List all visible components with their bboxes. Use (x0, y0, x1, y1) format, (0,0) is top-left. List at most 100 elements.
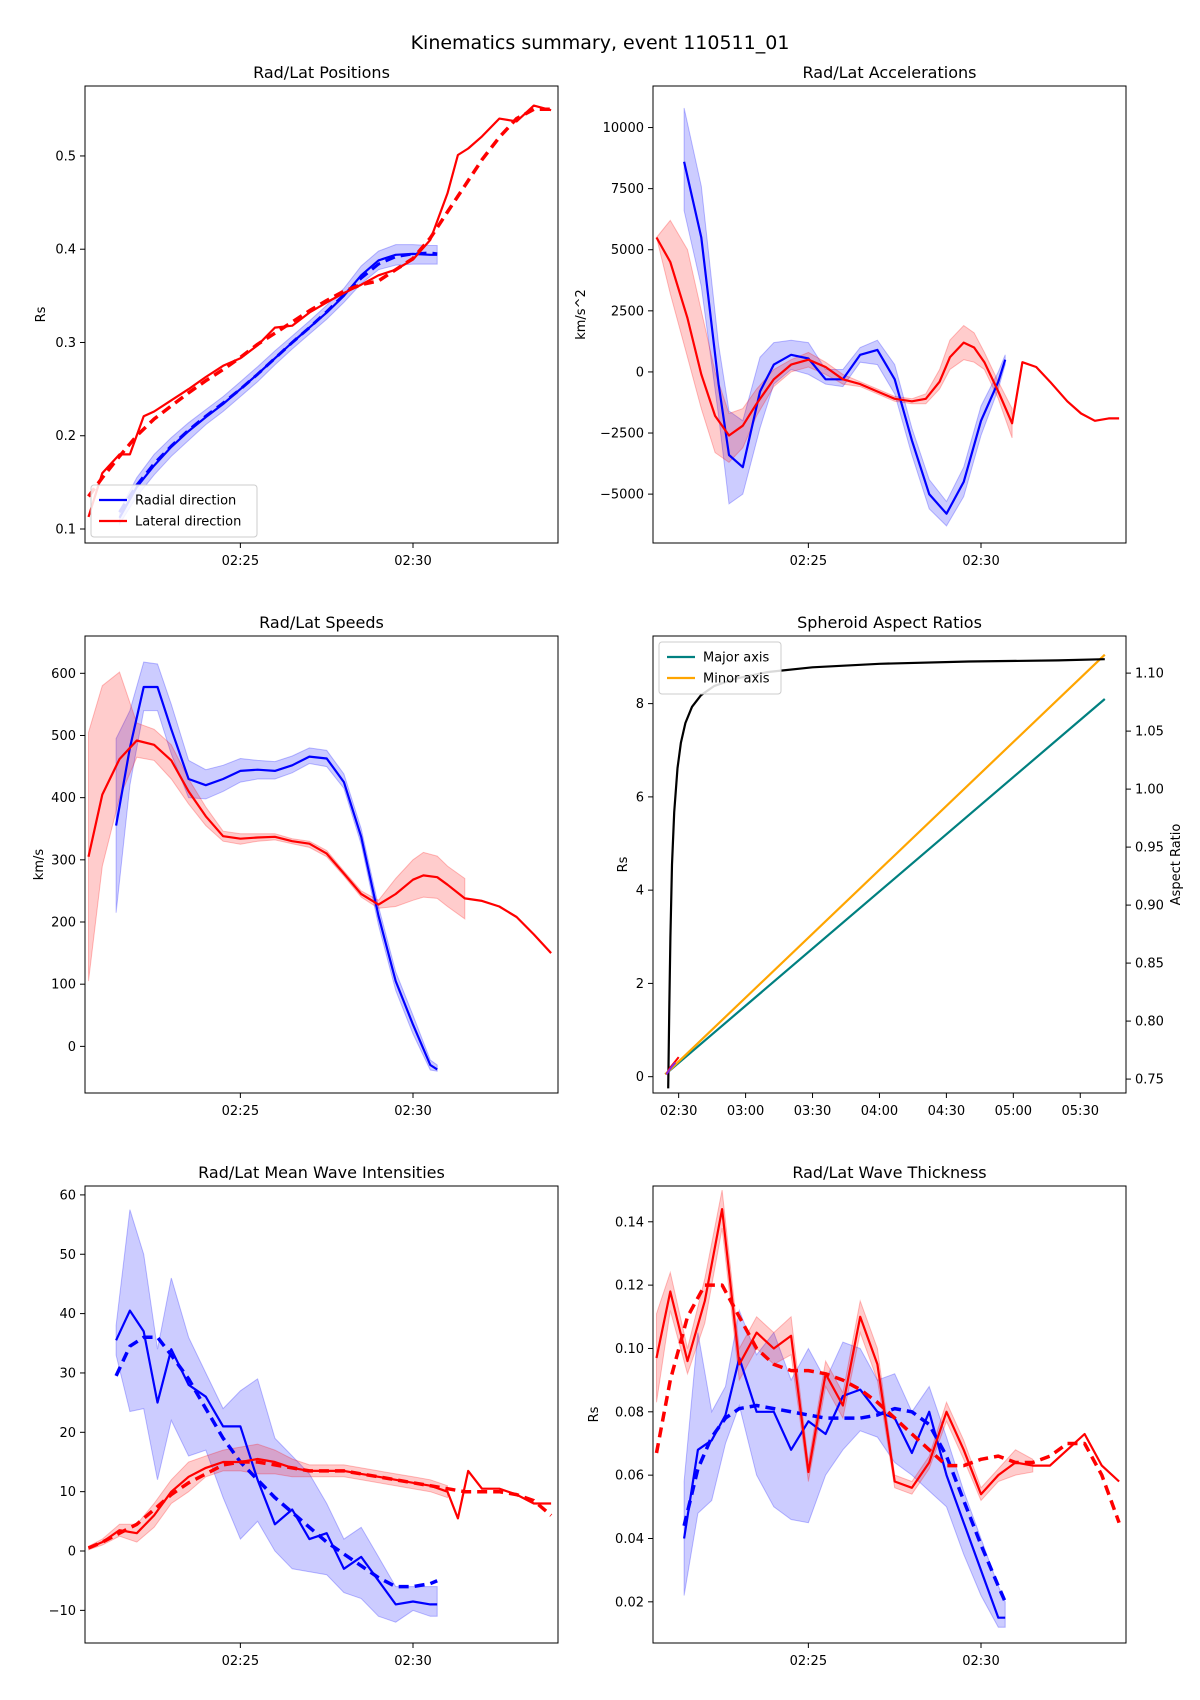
y-right-tick-label: 0.75 (1135, 1073, 1164, 1088)
y-tick-label: 500 (51, 729, 76, 744)
series-line (655, 1207, 1120, 1496)
y-right-tick-label: 1.00 (1135, 783, 1164, 798)
y-tick-label: 100 (51, 978, 76, 993)
series-line (115, 685, 438, 1071)
panel-positions: Rad/Lat Positions 02:25 02:30 0.1 0.2 0.3 0.4 0… (34, 63, 559, 569)
y-tick-label: 0.06 (615, 1469, 644, 1484)
y-axis-label: Rs (616, 856, 631, 872)
axes-frame (84, 85, 559, 544)
series-line (683, 1356, 1006, 1619)
panel-thickness: Rad/Lat Wave Thickness 02:25 02:30 0.02 0.04… (587, 1163, 1127, 1669)
legend: Major axis Minor axis (658, 641, 782, 695)
panel-accelerations: Rad/Lat Accelerations 02:25 02:30 −5000 −250… (574, 63, 1127, 569)
series-line (118, 251, 438, 514)
y-axis-label: Rs (587, 1406, 602, 1422)
x-tick-label: 02:25 (222, 1104, 259, 1119)
y-right-tick-label: 1.05 (1135, 725, 1164, 740)
x-tick-label: 02:25 (790, 1654, 827, 1669)
y-tick-label: 30 (59, 1366, 76, 1381)
uncertainty-band (683, 107, 1006, 527)
axes-frame (652, 85, 1127, 544)
figure-title: Kinematics summary, event 110511_01 (411, 32, 790, 54)
legend-box (90, 484, 258, 538)
panel-title: Spheroid Aspect Ratios (797, 613, 982, 632)
x-tick-label: 02:25 (222, 554, 259, 569)
y-tick-label: 10000 (603, 121, 644, 136)
y-tick-label: 8 (636, 697, 644, 712)
uncertainty-band (115, 1209, 438, 1623)
uncertainty-band (119, 244, 438, 527)
legend-label: Radial direction (135, 494, 236, 509)
legend: Radial direction Lateral direction (90, 484, 258, 538)
panel-spheroid: Spheroid Aspect Ratios 02:30 03:00 03:30 04:… (616, 613, 1184, 1119)
legend-label: Major axis (703, 651, 769, 666)
y-tick-label: 400 (51, 791, 76, 806)
y-tick-label: −5000 (600, 488, 644, 503)
y-right-tick-label: 0.90 (1135, 899, 1164, 914)
series-line (665, 1062, 677, 1075)
panel-title: Rad/Lat Positions (253, 63, 390, 82)
x-tick-label: 02:30 (394, 554, 431, 569)
y-right-tick-label: 0.80 (1135, 1015, 1164, 1030)
x-tick-label: 02:30 (394, 1654, 431, 1669)
y-axis-label: km/s (32, 849, 47, 881)
y-tick-label: 5000 (611, 243, 644, 258)
uncertainty-band (88, 1443, 448, 1551)
series-line (115, 1309, 438, 1606)
y-tick-label: 0.10 (615, 1342, 644, 1357)
panel-speeds: Rad/Lat Speeds 02:25 02:30 0 100 200 300 400 500… (32, 613, 559, 1119)
panel-title: Rad/Lat Mean Wave Intensities (198, 1163, 445, 1182)
y-right-axis-label: Aspect Ratio (1169, 824, 1184, 906)
y-tick-label: 40 (59, 1307, 76, 1322)
series-line (118, 252, 438, 519)
y-axis-label: km/s^2 (574, 289, 589, 340)
y-right-tick-label: 0.95 (1135, 841, 1164, 856)
y-tick-label: 0.2 (55, 429, 76, 444)
plot-area (87, 104, 552, 527)
series-line (667, 658, 1105, 1089)
legend-box (658, 641, 782, 695)
legend-label: Lateral direction (135, 515, 241, 530)
y-tick-label: 0.04 (615, 1532, 644, 1547)
uncertainty-band (115, 661, 438, 1072)
y-tick-label: 0.14 (615, 1215, 644, 1230)
y-tick-label: 0.08 (615, 1405, 644, 1420)
series-line (114, 1335, 438, 1589)
y-tick-label: 7500 (611, 182, 644, 197)
x-tick-label: 02:30 (962, 554, 999, 569)
x-tick-label: 05:30 (1062, 1104, 1099, 1119)
y-tick-label: 0 (68, 1545, 76, 1560)
y-right-tick-label: 0.85 (1135, 957, 1164, 972)
y-tick-label: 50 (59, 1248, 76, 1263)
uncertainty-band (88, 671, 466, 982)
y-tick-label: 0.5 (55, 149, 76, 164)
axes-frame (84, 1185, 559, 1644)
y-tick-label: 300 (51, 853, 76, 868)
series-line (87, 104, 552, 518)
y-tick-label: 0.3 (55, 336, 76, 351)
x-tick-label: 04:00 (861, 1104, 898, 1119)
axes-frame (84, 635, 559, 1094)
y-tick-label: 0 (68, 1040, 76, 1055)
plot-area (87, 1209, 553, 1623)
panel-title: Rad/Lat Accelerations (803, 63, 977, 82)
uncertainty-band (683, 1308, 1006, 1628)
y-tick-label: 0.4 (55, 243, 76, 258)
x-tick-label: 02:30 (660, 1104, 697, 1119)
panel-intensities: Rad/Lat Mean Wave Intensities 02:25 02:30 −… (49, 1163, 559, 1669)
series-line (664, 653, 1106, 1076)
y-tick-label: 10 (59, 1485, 76, 1500)
plot-area (664, 653, 1106, 1089)
series-line (654, 1283, 1121, 1524)
panel-title: Rad/Lat Wave Thickness (792, 1163, 986, 1182)
axes-frame (652, 635, 1127, 1094)
series-line (664, 698, 1106, 1076)
y-tick-label: 0.1 (55, 523, 76, 538)
y-tick-label: 4 (636, 884, 644, 899)
series-line (87, 1460, 553, 1550)
y-tick-label: 200 (51, 916, 76, 931)
y-tick-label: 0 (636, 365, 644, 380)
x-tick-label: 05:00 (995, 1104, 1032, 1119)
x-tick-label: 04:30 (928, 1104, 965, 1119)
x-tick-label: 02:30 (394, 1104, 431, 1119)
